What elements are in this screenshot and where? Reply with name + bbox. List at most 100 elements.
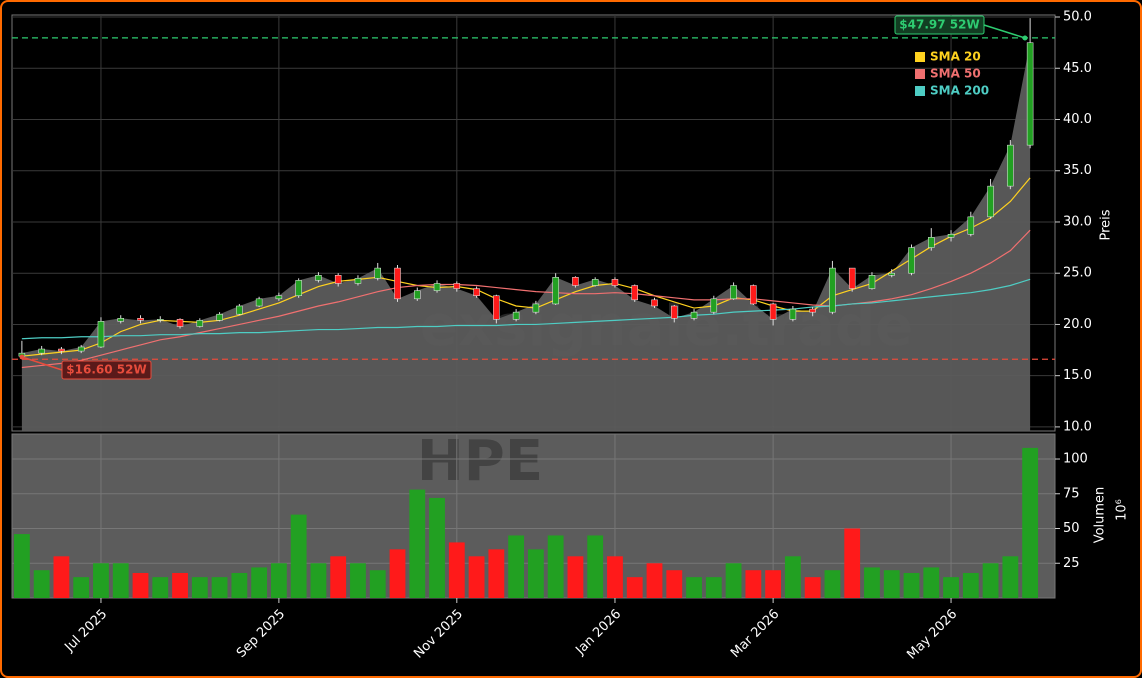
y-tick-label: 10.0 — [1063, 419, 1092, 434]
x-tick-label: Jan 2026 — [572, 607, 624, 659]
candle-body — [552, 277, 559, 305]
volume-bar — [488, 549, 505, 598]
volume-bar — [152, 577, 169, 598]
candle-body — [493, 295, 500, 320]
x-tick-label: Mar 2026 — [728, 607, 782, 661]
y-tick-label: 100 — [1063, 452, 1088, 467]
y-tick-label: 20.0 — [1063, 317, 1092, 332]
volume-unit: 10⁶ — [1115, 499, 1130, 521]
candle-body — [967, 216, 975, 235]
candle-body — [987, 185, 994, 218]
annotation-label: $47.97 52W — [899, 18, 979, 32]
annotation-arrow — [983, 24, 1026, 39]
volume-bar — [508, 535, 525, 598]
y-tick-label: 35.0 — [1063, 163, 1092, 178]
volume-bar — [567, 556, 584, 598]
volume-bar — [231, 572, 248, 598]
candle-body — [176, 319, 184, 327]
volume-bar — [804, 577, 821, 598]
volume-bar — [626, 577, 643, 598]
volume-bar — [310, 563, 327, 598]
candle-body — [730, 285, 737, 300]
x-tick-label: Sep 2025 — [234, 607, 288, 661]
y-tick-label: 45.0 — [1063, 61, 1092, 76]
y-tick-label: 30.0 — [1063, 214, 1092, 229]
volume-bar — [527, 549, 544, 598]
candle-body — [414, 290, 421, 300]
candle-body — [1007, 144, 1014, 187]
volume-bar — [132, 572, 149, 598]
volume-bar — [982, 563, 999, 598]
volume-bar — [112, 563, 129, 598]
volume-bar — [468, 556, 485, 598]
candle-body — [611, 279, 619, 286]
volume-bar — [864, 567, 880, 598]
annotation-label: $16.60 52W — [66, 363, 146, 377]
candle-body — [354, 278, 362, 284]
sma-line — [21, 278, 1031, 340]
volume-bar — [1022, 447, 1039, 598]
candle-body — [117, 318, 124, 322]
candle-body — [394, 267, 401, 300]
volume-bar — [350, 563, 366, 598]
volume-bar — [784, 556, 801, 598]
legend-label: SMA 50 — [930, 67, 981, 81]
candle-body — [216, 313, 223, 321]
candle-body — [532, 303, 540, 313]
candle-body — [651, 299, 658, 307]
volume-bar — [725, 563, 742, 598]
volume-bar — [290, 514, 307, 598]
candle-body — [77, 346, 85, 352]
y-tick-label: 50 — [1063, 521, 1080, 536]
candle-body — [1026, 42, 1034, 146]
volume-bar — [587, 535, 604, 598]
candle-body — [38, 348, 45, 354]
volume-bar — [844, 528, 861, 598]
volume-bar — [923, 567, 940, 598]
candle-body — [97, 321, 105, 348]
volume-bar — [448, 542, 465, 598]
legend-swatch — [915, 86, 925, 96]
volume-bar — [903, 572, 920, 598]
candle-body — [295, 280, 302, 296]
candle-body — [374, 267, 381, 279]
watermark: HPE — [417, 429, 543, 494]
candle-body — [868, 275, 876, 289]
legend-swatch — [915, 52, 925, 62]
candle-body — [769, 303, 777, 320]
legend-swatch — [915, 69, 925, 79]
candle-body — [888, 272, 895, 276]
candle-body — [671, 305, 678, 319]
candle-body — [829, 267, 836, 313]
candle-body — [137, 318, 144, 321]
candle-body — [512, 311, 520, 320]
candle-body — [928, 237, 935, 248]
volume-bar — [666, 570, 683, 598]
volume-bar — [962, 572, 979, 598]
volume-bar — [409, 489, 426, 598]
y-axis-label: Preis — [1099, 209, 1114, 240]
sma-line — [21, 177, 1031, 357]
volume-axis-label: Volumen — [1093, 487, 1108, 544]
volume-bar — [172, 572, 188, 598]
candle-body — [315, 275, 322, 281]
candle-body — [473, 288, 480, 296]
candle-body — [255, 298, 263, 307]
y-tick-label: 15.0 — [1063, 368, 1092, 383]
volume-bar — [943, 577, 959, 598]
volume-bar — [73, 577, 90, 598]
x-tick-label: May 2026 — [904, 607, 960, 663]
candle-body — [58, 348, 65, 352]
legend-label: SMA 20 — [930, 50, 981, 64]
legend-label: SMA 200 — [930, 84, 989, 98]
candle-body — [947, 234, 955, 238]
volume-bar — [389, 549, 406, 598]
candle-body — [789, 308, 797, 320]
candle-body — [157, 319, 164, 321]
candle-body — [591, 279, 599, 286]
y-tick-label: 25 — [1063, 556, 1080, 571]
x-tick-label: Jul 2025 — [62, 607, 111, 656]
candle-body — [631, 285, 638, 301]
volume-bar — [429, 497, 445, 598]
